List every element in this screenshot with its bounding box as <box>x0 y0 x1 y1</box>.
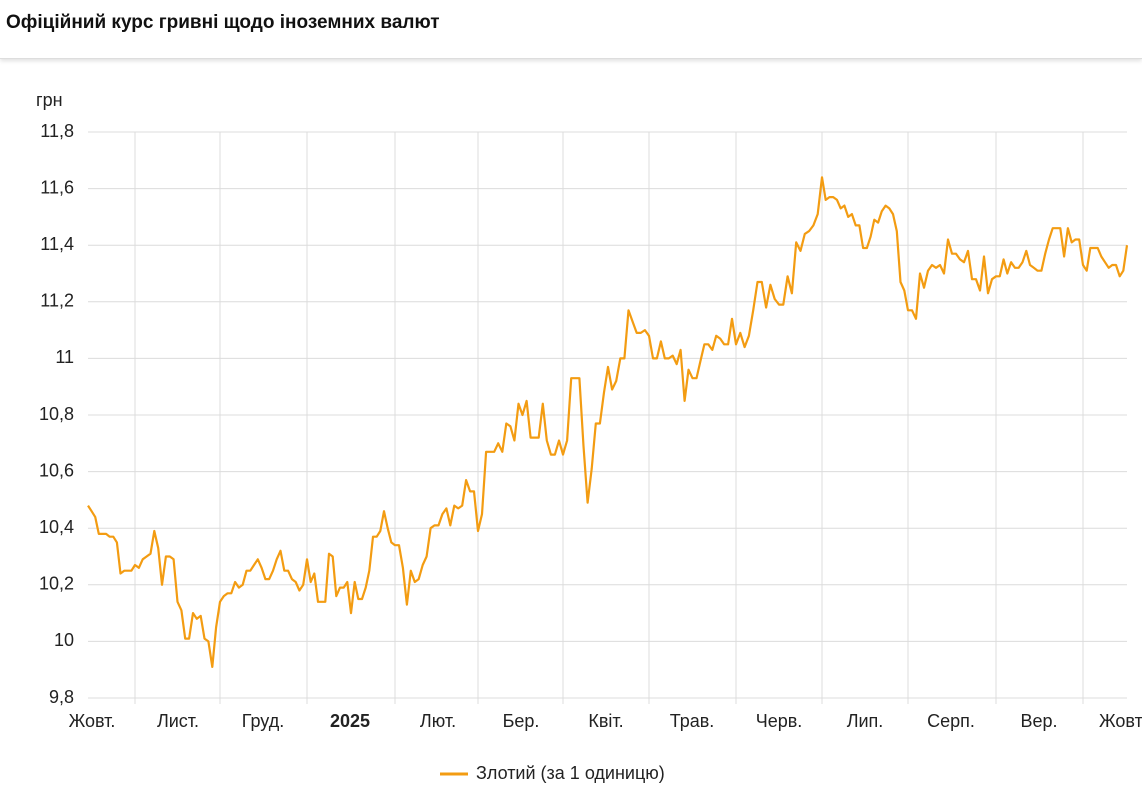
y-tick-label: 11,2 <box>40 291 74 311</box>
y-tick-label: 11 <box>55 347 74 367</box>
y-tick-label: 10,4 <box>39 517 74 537</box>
x-tick-label: Серп. <box>927 711 975 731</box>
x-tick-label: Квіт. <box>588 711 623 731</box>
y-tick-label: 10,6 <box>39 460 74 480</box>
x-tick-label: Трав. <box>670 711 715 731</box>
y-tick-label: 9,8 <box>49 687 74 707</box>
y-tick-label: 10,2 <box>39 574 74 594</box>
header: Офіційний курс гривні щодо іноземних вал… <box>0 0 1142 59</box>
y-tick-label: 11,6 <box>40 177 74 197</box>
y-tick-label: 11,4 <box>40 234 74 254</box>
legend-label: Злотий (за 1 одиницю) <box>476 763 665 783</box>
y-tick-label: 10 <box>54 630 74 650</box>
x-tick-label: Лист. <box>157 711 199 731</box>
x-tick-label: Лют. <box>420 711 456 731</box>
x-tick-label: Вер. <box>1020 711 1057 731</box>
x-tick-label: Лип. <box>847 711 884 731</box>
chart: грн 9,8 10 10,2 10,4 10,6 10,8 11 11,2 11,4 11,6 1… <box>36 90 1142 783</box>
x-tick-label: Жовт. <box>69 711 116 731</box>
y-axis-label: грн <box>36 90 63 110</box>
y-tick-label: 11,8 <box>40 121 74 141</box>
line-series <box>87 176 1129 668</box>
y-tick-label: 10,8 <box>39 404 74 424</box>
x-tick-label: Груд. <box>242 711 284 731</box>
x-tick-label: Жовт. <box>1099 711 1142 731</box>
chart-title: Офіційний курс гривні щодо іноземних вал… <box>6 12 440 33</box>
x-tick-label: Черв. <box>756 711 803 731</box>
x-tick-label: 2025 <box>330 711 370 731</box>
x-tick-label: Бер. <box>503 711 540 731</box>
